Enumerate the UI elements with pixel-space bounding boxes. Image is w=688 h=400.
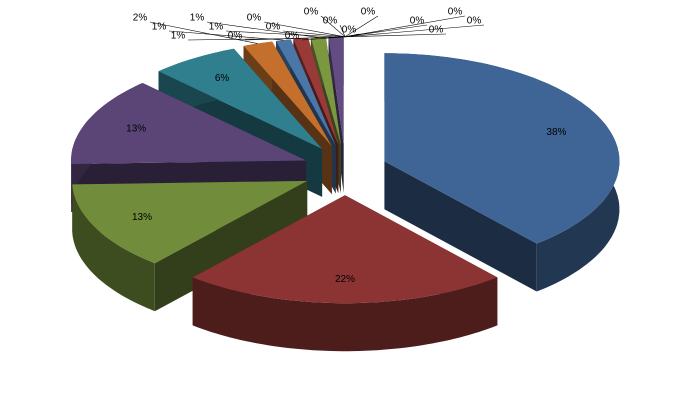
leader-line	[344, 15, 466, 38]
slice	[384, 53, 620, 244]
data-label: 13%	[132, 212, 152, 223]
leader-line	[344, 15, 379, 38]
slice	[71, 83, 307, 164]
leader-line	[168, 30, 284, 41]
data-label: 0%	[285, 31, 300, 42]
data-label: 1%	[152, 22, 167, 33]
data-label: 0%	[266, 22, 281, 33]
data-label: 0%	[361, 7, 376, 18]
data-label: 0%	[323, 16, 338, 27]
data-label: 0%	[467, 16, 482, 27]
slice	[243, 41, 332, 147]
leader-line	[344, 24, 428, 38]
slice-wall	[384, 161, 537, 292]
leader-line	[301, 36, 346, 41]
slice	[310, 37, 341, 145]
data-label: 0%	[342, 25, 357, 36]
slice	[328, 36, 344, 145]
data-label: 22%	[335, 274, 355, 285]
data-label: 1%	[190, 13, 205, 24]
leader-line	[344, 33, 447, 38]
data-label: 1%	[209, 22, 224, 33]
slice-side	[72, 184, 155, 312]
slice-side	[192, 277, 498, 352]
data-label: 0%	[448, 7, 463, 18]
slice	[72, 180, 308, 264]
leader-line	[149, 21, 258, 44]
data-label: 1%	[171, 31, 186, 42]
data-label: 6%	[215, 73, 230, 84]
data-label: 0%	[304, 7, 319, 18]
leader-line	[225, 30, 337, 38]
leader-line	[263, 21, 346, 38]
slice	[158, 48, 323, 149]
data-label: 0%	[228, 31, 243, 42]
data-label: 0%	[247, 13, 262, 24]
data-label: 2%	[133, 13, 148, 24]
data-label: 13%	[126, 124, 146, 135]
data-label: 38%	[546, 127, 566, 138]
slice	[293, 38, 339, 146]
leader-line	[244, 36, 346, 41]
leader-line	[339, 24, 346, 37]
leader-line	[320, 15, 346, 38]
slice	[276, 39, 336, 146]
data-label: 0%	[410, 16, 425, 27]
slice	[192, 195, 498, 304]
leader-line	[282, 30, 346, 38]
data-label: 0%	[429, 25, 444, 36]
leader-line	[344, 24, 485, 38]
